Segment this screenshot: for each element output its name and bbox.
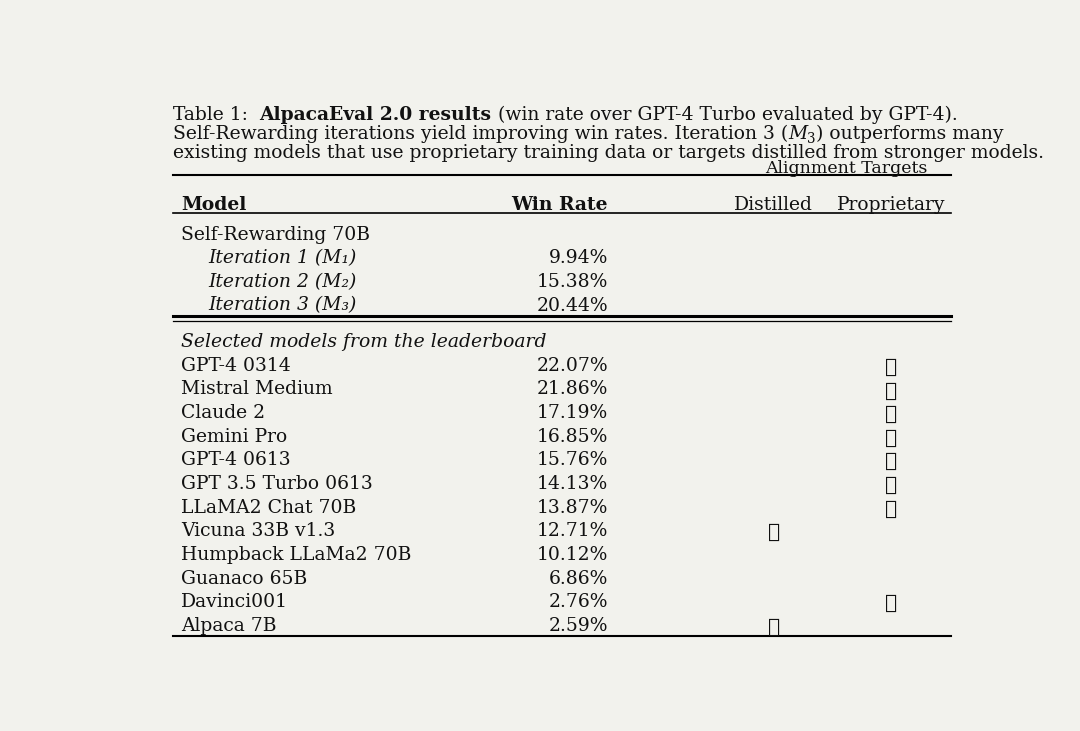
Text: 17.19%: 17.19% — [537, 404, 608, 422]
Text: 15.38%: 15.38% — [537, 273, 608, 291]
Text: Iteration 3 (M₃): Iteration 3 (M₃) — [207, 297, 356, 314]
Text: Iteration 2 (M₂): Iteration 2 (M₂) — [207, 273, 356, 291]
Text: Alignment Targets: Alignment Targets — [766, 159, 928, 177]
Text: 10.12%: 10.12% — [537, 546, 608, 564]
Text: GPT 3.5 Turbo 0613: GPT 3.5 Turbo 0613 — [181, 475, 373, 493]
Text: Guanaco 65B: Guanaco 65B — [181, 569, 308, 588]
Text: (win rate over GPT-4 Turbo evaluated by GPT-4).: (win rate over GPT-4 Turbo evaluated by … — [491, 106, 957, 124]
Text: Distilled: Distilled — [734, 196, 813, 213]
Text: 3: 3 — [807, 132, 815, 146]
Text: Humpback LLaMa2 70B: Humpback LLaMa2 70B — [181, 546, 411, 564]
Text: ✓: ✓ — [885, 428, 896, 447]
Text: 2.76%: 2.76% — [549, 593, 608, 611]
Text: 13.87%: 13.87% — [537, 499, 608, 517]
Text: 20.44%: 20.44% — [537, 297, 608, 314]
Text: Davinci001: Davinci001 — [181, 593, 288, 611]
Text: ✓: ✓ — [885, 380, 896, 401]
Text: Win Rate: Win Rate — [512, 196, 608, 213]
Text: Iteration 1 (M₁): Iteration 1 (M₁) — [207, 249, 356, 268]
Text: Gemini Pro: Gemini Pro — [181, 428, 287, 446]
Text: 16.85%: 16.85% — [537, 428, 608, 446]
Text: 15.76%: 15.76% — [537, 451, 608, 469]
Text: ✓: ✓ — [768, 617, 780, 637]
Text: Selected models from the leaderboard: Selected models from the leaderboard — [181, 333, 546, 351]
Text: 14.13%: 14.13% — [537, 475, 608, 493]
Text: ✓: ✓ — [885, 475, 896, 495]
Text: ✓: ✓ — [885, 404, 896, 424]
Text: ✓: ✓ — [885, 357, 896, 376]
Text: ✓: ✓ — [885, 451, 896, 471]
Text: ✓: ✓ — [768, 522, 780, 542]
Text: 2.59%: 2.59% — [549, 617, 608, 635]
Text: Model: Model — [181, 196, 246, 213]
Text: M: M — [788, 125, 807, 143]
Text: Proprietary: Proprietary — [837, 196, 945, 213]
Text: ✓: ✓ — [885, 499, 896, 518]
Text: LLaMA2 Chat 70B: LLaMA2 Chat 70B — [181, 499, 356, 517]
Text: GPT-4 0314: GPT-4 0314 — [181, 357, 291, 375]
Text: AlpacaEval 2.0 results: AlpacaEval 2.0 results — [259, 106, 491, 124]
Text: ) outperforms many: ) outperforms many — [815, 125, 1003, 143]
Text: 9.94%: 9.94% — [549, 249, 608, 268]
Text: Alpaca 7B: Alpaca 7B — [181, 617, 276, 635]
Text: 21.86%: 21.86% — [537, 380, 608, 398]
Text: Mistral Medium: Mistral Medium — [181, 380, 333, 398]
Text: existing models that use proprietary training data or targets distilled from str: existing models that use proprietary tra… — [173, 144, 1043, 162]
Text: 22.07%: 22.07% — [537, 357, 608, 375]
Text: ✓: ✓ — [885, 593, 896, 613]
Text: Table 1:: Table 1: — [173, 106, 259, 124]
Text: Self-Rewarding 70B: Self-Rewarding 70B — [181, 226, 370, 243]
Text: 6.86%: 6.86% — [549, 569, 608, 588]
Text: Self-Rewarding iterations yield improving win rates. Iteration 3 (: Self-Rewarding iterations yield improvin… — [173, 125, 788, 143]
Text: Claude 2: Claude 2 — [181, 404, 266, 422]
Text: GPT-4 0613: GPT-4 0613 — [181, 451, 291, 469]
Text: 12.71%: 12.71% — [537, 522, 608, 540]
Text: Vicuna 33B v1.3: Vicuna 33B v1.3 — [181, 522, 335, 540]
